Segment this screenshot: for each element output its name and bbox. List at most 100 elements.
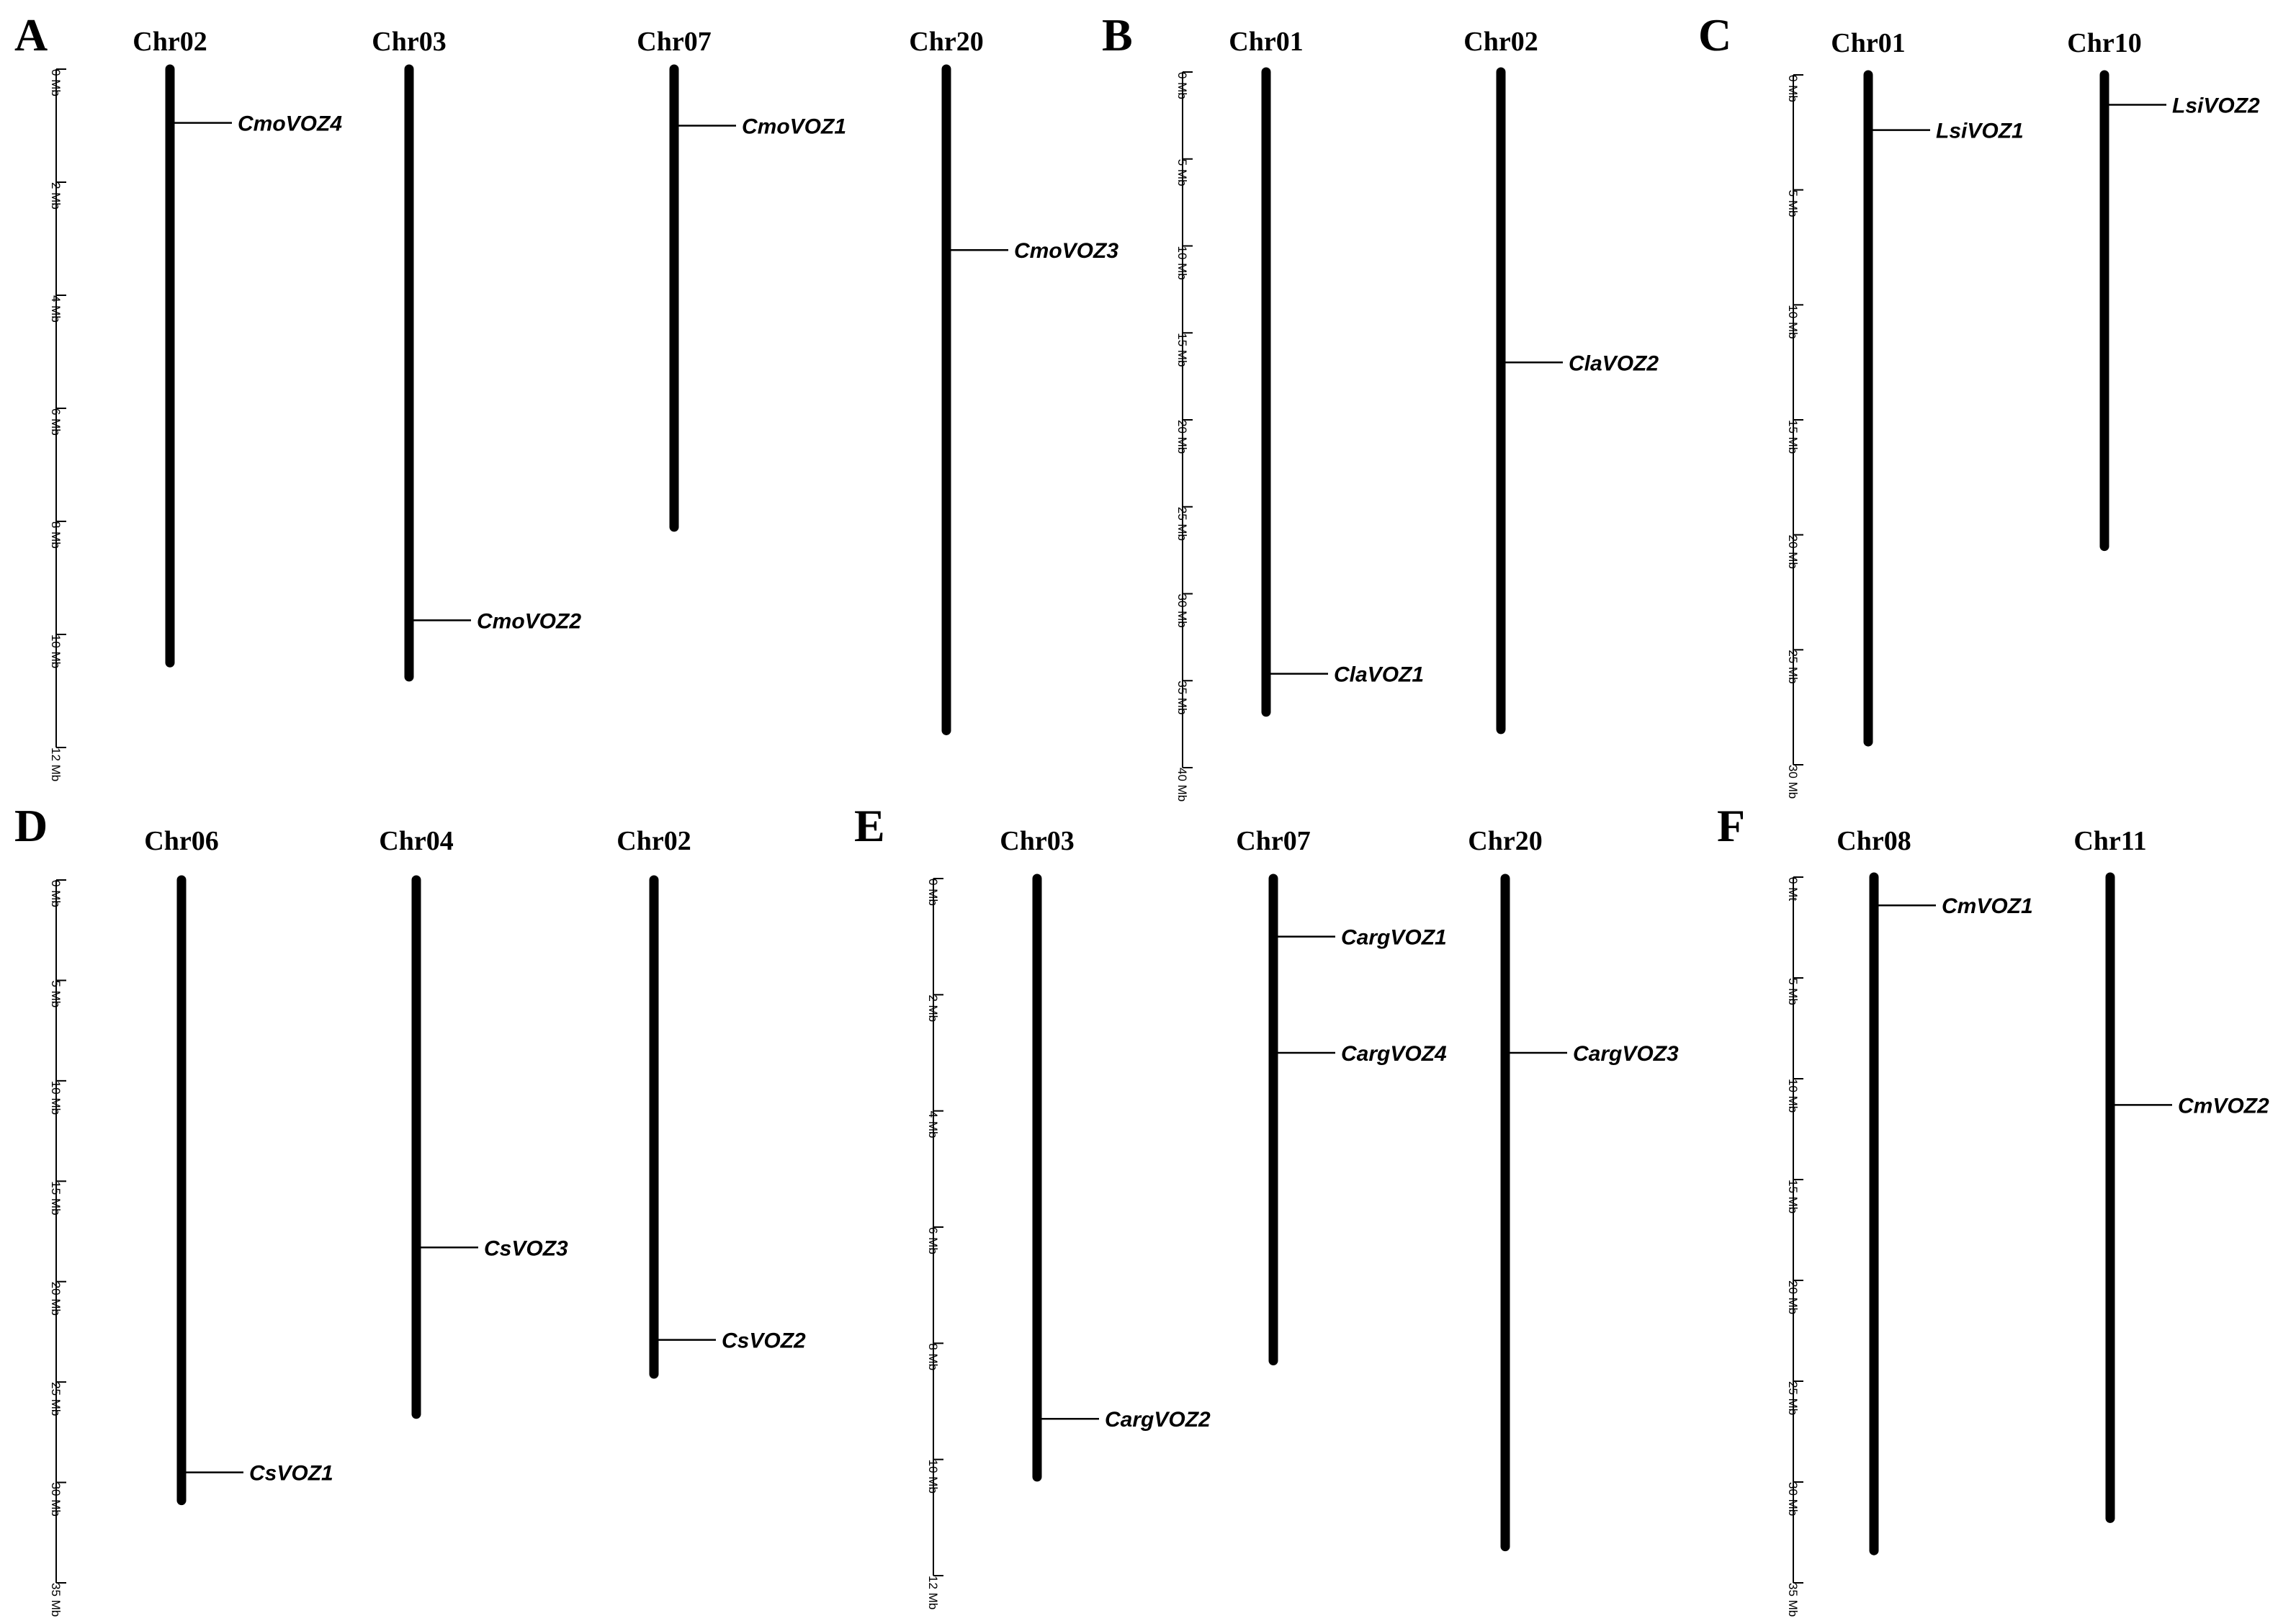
scale-axis: 0 Mb 2 Mb 4 Mb 6 Mb 8 Mb 10 Mb 12 Mb: [926, 878, 943, 1609]
chromosome-name: Chr08: [1837, 826, 1911, 856]
scale-tick-label: 25 Mb: [49, 1382, 63, 1416]
scale-axis: 0 Mb 5 Mb 10 Mb 15 Mb 20 Mb 25 Mb 30 Mb 35 Mb: [49, 879, 66, 1617]
gene-label: CsVOZ1: [249, 1462, 333, 1486]
gene-label: CargVOZ4: [1341, 1042, 1447, 1066]
scale-tick-label: 8 Mb: [49, 521, 63, 549]
scale-tick-label: 10 Mb: [49, 1081, 63, 1115]
scale-tick-label: 30 Mb: [1175, 594, 1189, 628]
chromosome-name: Chr07: [637, 27, 711, 57]
scale-tick-label: 0 Mb: [49, 880, 63, 907]
chromosome-name: Chr11: [2073, 826, 2146, 856]
chromosome-chr02: Chr02 CmoVOZ4: [133, 27, 342, 668]
scale-tick-label: 0 Mb: [1786, 75, 1800, 102]
chromosome-name: Chr20: [1468, 826, 1542, 856]
scale-tick-label: 10 Mb: [1786, 305, 1800, 338]
scale-tick-label: 20 Mb: [1175, 420, 1189, 454]
scale-axis: 0 Mb 5 Mb 10 Mb 15 Mb 20 Mb 25 Mb 30 Mb: [1786, 74, 1803, 799]
scale-tick-label: 10 Mb: [49, 634, 63, 668]
panel-b: B 0 Mb 5 Mb 10 Mb 15 Mb 20 Mb 25 Mb 30 Mb 35 Mb 4…: [1102, 9, 1659, 801]
scale-tick-label: 0 Mb: [1175, 72, 1189, 99]
scale-axis: 0 Mb 5 Mb 10 Mb 15 Mb 20 Mb 25 Mb 30 Mb 35 Mb 40…: [1175, 71, 1193, 801]
chromosome-chr03: Chr03 CargVOZ2: [1000, 826, 1211, 1482]
scale-tick-label: 5 Mb: [1786, 190, 1800, 217]
scale-tick-label: 15 Mb: [49, 1181, 63, 1215]
gene-label: LsiVOZ2: [2172, 94, 2260, 118]
gene-label: CmVOZ2: [2178, 1094, 2269, 1118]
chromosome-chr20: Chr20 CmoVOZ3: [909, 27, 1118, 735]
chromosome-chr01: Chr01 LsiVOZ1: [1831, 28, 2024, 747]
panel-letter: C: [1698, 9, 1731, 60]
panel-letter: D: [14, 800, 48, 851]
chromosome-chr11: Chr11 CmVOZ2: [2073, 826, 2269, 1523]
scale-tick-label: 0 Mb: [926, 879, 940, 906]
scale-tick-label: 12 Mb: [926, 1576, 940, 1609]
scale-tick-label: 10 Mb: [926, 1460, 940, 1494]
scale-tick-label: 25 Mb: [1786, 1381, 1800, 1415]
chromosome-name: Chr06: [144, 826, 218, 856]
gene-label: CmoVOZ3: [1014, 239, 1118, 263]
chromosome-chr01: Chr01 ClaVOZ1: [1229, 27, 1424, 717]
chromosome-name: Chr01: [1229, 27, 1303, 57]
panel-a: A0 Mb 2 Mb 4 Mb 6 Mb 8 Mb 10 Mb 12 Mb Chr02 CmoV…: [14, 9, 1118, 781]
chromosome-name: Chr03: [372, 27, 446, 57]
gene-label: CsVOZ3: [484, 1236, 568, 1260]
scale-tick-label: 0 Mt: [1786, 877, 1800, 901]
panel-f: F 0 Mt 5 Mb 10 Mb 15 Mb 20 Mb 25 Mb 30 Mb 35 Mb C…: [1717, 800, 2269, 1617]
panel-letter: A: [14, 9, 48, 60]
scale-tick-label: 35 Mb: [1175, 681, 1189, 714]
scale-axis: 0 Mt 5 Mb 10 Mb 15 Mb 20 Mb 25 Mb 30 Mb 35 Mb: [1786, 876, 1803, 1617]
chromosome-chr02: Chr02 CsVOZ2: [616, 826, 806, 1379]
panel-e: E 0 Mb 2 Mb 4 Mb 6 Mb 8 Mb 10 Mb 12 Mb Chr03 Carg…: [854, 800, 1679, 1609]
chromosome-name: Chr04: [379, 826, 453, 856]
chromosome-name: Chr10: [2067, 28, 2141, 58]
chromosome-chr04: Chr04 CsVOZ3: [379, 826, 568, 1419]
chromosome-name: Chr03: [1000, 826, 1074, 856]
scale-tick-label: 10 Mb: [1786, 1079, 1800, 1113]
scale-tick-label: 0 Mb: [49, 69, 63, 96]
scale-tick-label: 30 Mb: [1786, 1482, 1800, 1516]
scale-tick-label: 15 Mb: [1786, 420, 1800, 454]
gene-label: CargVOZ1: [1341, 926, 1447, 950]
scale-tick-label: 30 Mb: [1786, 765, 1800, 799]
panel-letter: E: [854, 800, 885, 851]
scale-tick-label: 20 Mb: [1786, 1280, 1800, 1314]
gene-label: CargVOZ2: [1105, 1408, 1211, 1432]
scale-tick-label: 35 Mb: [1786, 1583, 1800, 1617]
chromosome-chr02: Chr02 ClaVOZ2: [1463, 27, 1659, 735]
gene-label: ClaVOZ1: [1334, 663, 1424, 687]
scale-tick-label: 30 Mb: [49, 1483, 63, 1517]
scale-tick-label: 15 Mb: [1786, 1180, 1800, 1213]
chromosome-name: Chr01: [1831, 28, 1905, 58]
chromosome-chr07: Chr07 CargVOZ1 CargVOZ4: [1236, 826, 1447, 1366]
scale-tick-label: 6 Mb: [926, 1227, 940, 1254]
gene-label: CsVOZ2: [722, 1329, 806, 1353]
scale-tick-label: 5 Mb: [49, 980, 63, 1007]
chromosome-name: Chr20: [909, 27, 983, 57]
scale-tick-label: 20 Mb: [49, 1282, 63, 1316]
scale-tick-label: 12 Mb: [49, 747, 63, 781]
scale-tick-label: 20 Mb: [1786, 535, 1800, 569]
chromosome-chr20: Chr20 CargVOZ3: [1468, 826, 1679, 1552]
scale-tick-label: 5 Mb: [1175, 159, 1189, 187]
scale-tick-label: 4 Mb: [926, 1111, 940, 1139]
scale-tick-label: 40 Mb: [1175, 768, 1189, 801]
chromosome-chr10: Chr10 LsiVOZ2: [2067, 28, 2260, 552]
chromosome-chr06: Chr06 CsVOZ1: [144, 826, 333, 1506]
chromosome-name: Chr02: [616, 826, 691, 856]
chromosome-chr08: Chr08 CmVOZ1: [1837, 826, 2033, 1555]
gene-label: CmVOZ1: [1942, 894, 2033, 918]
chromosome-name: Chr07: [1236, 826, 1310, 856]
scale-tick-label: 5 Mb: [1786, 978, 1800, 1005]
gene-label: LsiVOZ1: [1936, 120, 2024, 143]
gene-label: CmoVOZ4: [238, 112, 342, 136]
panel-letter: B: [1102, 9, 1133, 60]
scale-tick-label: 8 Mb: [926, 1343, 940, 1370]
gene-label: CmoVOZ1: [742, 115, 846, 139]
chromosome-name: Chr02: [1463, 27, 1538, 57]
scale-tick-label: 15 Mb: [1175, 333, 1189, 367]
chromosome-chr03: Chr03 CmoVOZ2: [372, 27, 581, 682]
gene-label: CargVOZ3: [1573, 1042, 1679, 1066]
panel-d: D 0 Mb 5 Mb 10 Mb 15 Mb 20 Mb 25 Mb 30 Mb 35 Mb C…: [14, 800, 806, 1617]
scale-tick-label: 2 Mb: [49, 182, 63, 210]
